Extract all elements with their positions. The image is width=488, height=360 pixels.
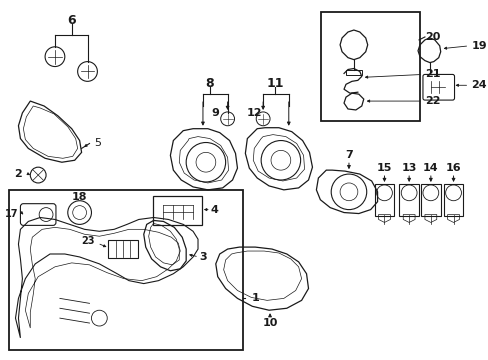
Text: 2: 2 <box>15 169 22 179</box>
Text: 6: 6 <box>67 14 76 27</box>
Text: 24: 24 <box>470 80 486 90</box>
Text: 3: 3 <box>199 252 206 262</box>
Text: 12: 12 <box>246 108 262 118</box>
Text: 16: 16 <box>445 163 460 173</box>
Text: 20: 20 <box>424 32 439 42</box>
Text: 14: 14 <box>422 163 438 173</box>
Text: 11: 11 <box>265 77 283 90</box>
Text: 15: 15 <box>376 163 391 173</box>
Text: 22: 22 <box>424 96 440 106</box>
Bar <box>321 12 419 121</box>
Text: 4: 4 <box>210 204 218 215</box>
Text: 9: 9 <box>211 108 219 118</box>
Text: 21: 21 <box>424 69 440 80</box>
Text: 8: 8 <box>205 77 214 90</box>
Text: 10: 10 <box>262 318 277 328</box>
Text: 7: 7 <box>345 150 352 160</box>
Text: 17: 17 <box>5 208 19 219</box>
Text: 1: 1 <box>251 293 259 303</box>
Text: 23: 23 <box>81 236 94 246</box>
Bar <box>9 190 243 350</box>
Text: 13: 13 <box>401 163 416 173</box>
Text: 18: 18 <box>72 192 87 202</box>
Text: 5: 5 <box>94 139 101 148</box>
Text: 19: 19 <box>470 41 486 51</box>
